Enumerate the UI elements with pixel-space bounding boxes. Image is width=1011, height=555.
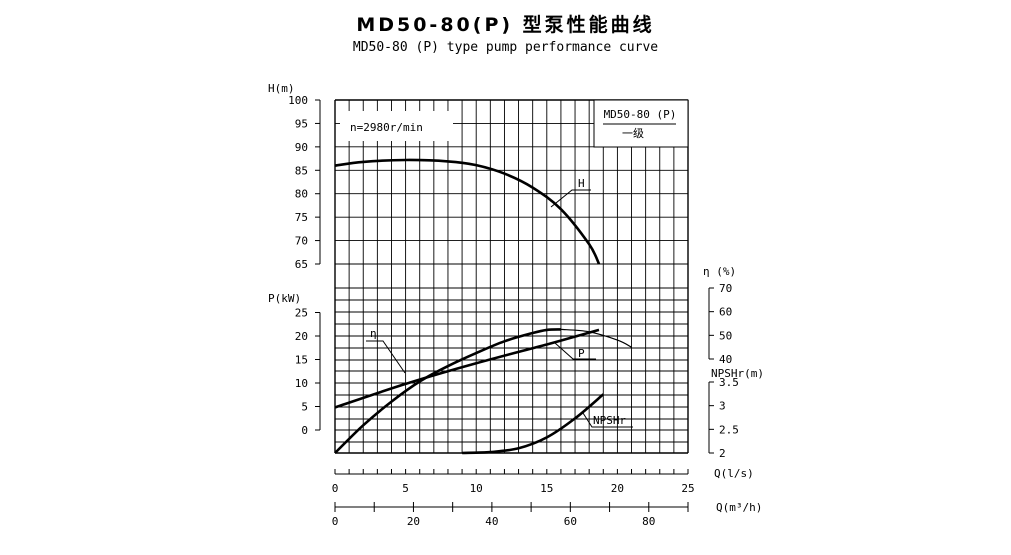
curve-leader-line — [550, 189, 591, 208]
q-m3h-tick-label: 0 — [332, 515, 339, 528]
p-axis-label: P(kW) — [268, 292, 301, 305]
chart-subtitle: MD50-80 (P) type pump performance curve — [352, 40, 659, 55]
eta-axis-tick-label: 70 — [719, 282, 732, 295]
eta-axis-tick-label: 40 — [719, 353, 732, 366]
eta-axis-label: η (%) — [703, 265, 736, 278]
h-axis-tick-label: 90 — [295, 141, 308, 154]
series-label-p: P — [578, 347, 585, 360]
p-axis-tick-label: 5 — [301, 401, 308, 414]
eta-axis-tick-label: 50 — [719, 329, 732, 342]
eta-axis-tick-label: 60 — [719, 306, 732, 319]
speed-label-box — [340, 111, 453, 141]
h-axis-tick-label: 75 — [295, 211, 308, 224]
q-m3h-tick-label: 60 — [564, 515, 577, 528]
q-m3h-tick-label: 80 — [642, 515, 655, 528]
p-axis-tick-label: 0 — [301, 424, 308, 437]
q-ls-tick-label: 5 — [402, 482, 409, 495]
npsh-axis-tick-label: 3 — [719, 400, 726, 413]
q-ls-axis-label: Q(l/s) — [714, 467, 754, 480]
q-ls-tick-label: 25 — [681, 482, 694, 495]
npsh-axis-label: NPSHr(m) — [711, 367, 764, 380]
chart-title: MD50-80(P) 型泵性能曲线 — [356, 14, 655, 36]
curve-leader-line — [554, 342, 596, 360]
h-axis-tick-label: 80 — [295, 188, 308, 201]
series-label-eta: η — [370, 327, 377, 340]
h-axis-tick-label: 70 — [295, 235, 308, 248]
q-ls-tick-label: 10 — [470, 482, 483, 495]
q-ls-tick-label: 0 — [332, 482, 339, 495]
h-curve — [334, 158, 601, 265]
q-m3h-axis-label: Q(m³/h) — [716, 501, 762, 514]
curve-leader-line — [582, 412, 633, 428]
npsh-axis-tick-label: 2 — [719, 447, 726, 460]
h-axis-tick-label: 100 — [288, 94, 308, 107]
p-axis-tick-label: 20 — [295, 330, 308, 343]
eta-curve — [334, 328, 561, 454]
stage-label: 一级 — [622, 127, 644, 140]
h-axis-label: H(m) — [268, 82, 295, 95]
p-axis-tick-label: 10 — [295, 377, 308, 390]
npsh-axis-tick-label: 2.5 — [719, 423, 739, 436]
q-ls-tick-label: 15 — [540, 482, 553, 495]
q-m3h-tick-label: 40 — [485, 515, 498, 528]
h-axis-tick-label: 85 — [295, 164, 308, 177]
series-label-npshr: NPSHr — [593, 414, 626, 427]
speed-label: n=2980r/min — [350, 121, 423, 134]
model-label: MD50-80 (P) — [604, 108, 677, 121]
eta-curve-extension — [560, 328, 632, 348]
npsh-axis-tick-label: 3.5 — [719, 376, 739, 389]
curve-leader-line — [366, 340, 406, 374]
p-axis-tick-label: 15 — [295, 354, 308, 367]
q-m3h-tick-label: 20 — [407, 515, 420, 528]
q-ls-tick-label: 20 — [611, 482, 624, 495]
h-axis-tick-label: 95 — [295, 117, 308, 130]
p-axis-tick-label: 25 — [295, 307, 308, 320]
p-curve — [334, 328, 600, 409]
series-label-h: H — [578, 177, 585, 190]
h-axis-tick-label: 65 — [295, 258, 308, 271]
npshr-curve — [462, 393, 605, 455]
